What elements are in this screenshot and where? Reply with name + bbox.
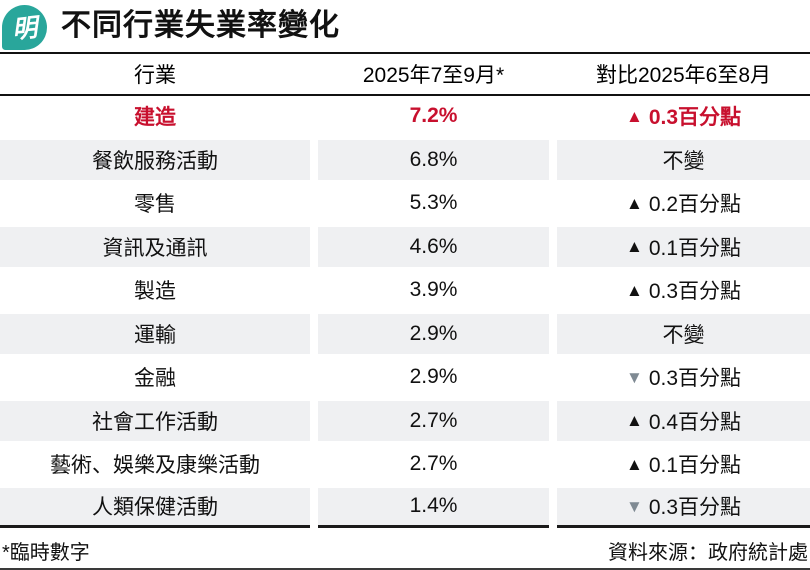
change-cell: ▲ 0.3百分點 bbox=[557, 96, 810, 137]
industry-cell: 運輸 bbox=[0, 313, 310, 354]
rate-cell: 2.7% bbox=[318, 444, 549, 485]
change-text: 0.3百分點 bbox=[648, 367, 742, 391]
up-triangle-icon: ▲ bbox=[625, 106, 643, 126]
up-triangle-icon: ▲ bbox=[625, 237, 643, 257]
top-divider bbox=[0, 52, 810, 54]
column-header-comparison-period: 對比2025年6至8月 bbox=[595, 64, 772, 87]
change-text: 0.4百分點 bbox=[648, 410, 742, 434]
industry-cell: 藝術、娛樂及康樂活動 bbox=[0, 444, 310, 485]
page-title: 不同行業失業率變化 bbox=[61, 9, 340, 42]
up-triangle-icon: ▲ bbox=[625, 454, 643, 474]
mingpao-logo-character: 明 bbox=[10, 13, 39, 45]
rate-cell: 2.7% bbox=[318, 400, 549, 441]
industry-cell: 金融 bbox=[0, 357, 310, 398]
industry-cell: 建造 bbox=[0, 96, 310, 137]
source-credit: 資料來源：政府統計處 bbox=[608, 542, 808, 564]
change-text: 不變 bbox=[662, 323, 705, 347]
change-text: 0.1百分點 bbox=[648, 454, 742, 478]
column-header-current-period: 2025年7至9月* bbox=[362, 64, 505, 87]
header-divider bbox=[0, 94, 810, 96]
industry-cell: 資訊及通訊 bbox=[0, 226, 310, 267]
table-body: 建造 7.2% ▲ 0.3百分點 餐飲服務活動 6.8% 不變 零售 5.3% ▲ 0.2百分點 資訊… bbox=[0, 96, 810, 528]
rate-cell: 1.4% bbox=[318, 487, 549, 528]
table-header-row: 行業 2025年7至9月* 對比2025年6至8月 bbox=[0, 54, 810, 94]
footer: *臨時數字 資料來源：政府統計處 bbox=[0, 536, 810, 565]
change-cell: ▲ 0.4百分點 bbox=[557, 400, 810, 441]
change-cell: ▼ 0.3百分點 bbox=[557, 487, 810, 528]
up-triangle-icon: ▲ bbox=[625, 280, 643, 300]
industry-cell: 零售 bbox=[0, 183, 310, 224]
change-text: 0.3百分點 bbox=[648, 280, 742, 304]
change-cell: 不變 bbox=[557, 313, 810, 354]
down-triangle-icon: ▼ bbox=[625, 367, 643, 387]
rate-cell: 6.8% bbox=[318, 139, 549, 180]
change-cell: ▲ 0.3百分點 bbox=[557, 270, 810, 311]
industry-cell: 人類保健活動 bbox=[0, 487, 310, 528]
rate-cell: 5.3% bbox=[318, 183, 549, 224]
rate-cell: 7.2% bbox=[318, 96, 549, 137]
rate-cell: 4.6% bbox=[318, 226, 549, 267]
industry-cell: 社會工作活動 bbox=[0, 400, 310, 441]
masthead: 明 不同行業失業率變化 bbox=[0, 0, 810, 52]
change-cell: ▲ 0.1百分點 bbox=[557, 226, 810, 267]
bottom-border bbox=[0, 568, 810, 570]
up-triangle-icon: ▲ bbox=[625, 411, 643, 431]
change-cell: ▼ 0.3百分點 bbox=[557, 357, 810, 398]
change-text: 0.3百分點 bbox=[648, 496, 742, 520]
mingpao-logo: 明 bbox=[2, 4, 47, 50]
change-text: 0.1百分點 bbox=[648, 236, 742, 260]
rate-cell: 3.9% bbox=[318, 270, 549, 311]
change-text: 0.2百分點 bbox=[648, 193, 742, 217]
industry-cell: 製造 bbox=[0, 270, 310, 311]
industry-cell: 餐飲服務活動 bbox=[0, 139, 310, 180]
change-cell: 不變 bbox=[557, 139, 810, 180]
change-cell: ▲ 0.1百分點 bbox=[557, 444, 810, 485]
change-text: 0.3百分點 bbox=[648, 106, 742, 130]
change-cell: ▲ 0.2百分點 bbox=[557, 183, 810, 224]
rate-cell: 2.9% bbox=[318, 313, 549, 354]
down-triangle-icon: ▼ bbox=[625, 496, 643, 516]
change-text: 不變 bbox=[662, 149, 705, 173]
footnote: *臨時數字 bbox=[2, 542, 90, 564]
column-header-industry: 行業 bbox=[134, 64, 176, 87]
rate-cell: 2.9% bbox=[318, 357, 549, 398]
up-triangle-icon: ▲ bbox=[625, 193, 643, 213]
